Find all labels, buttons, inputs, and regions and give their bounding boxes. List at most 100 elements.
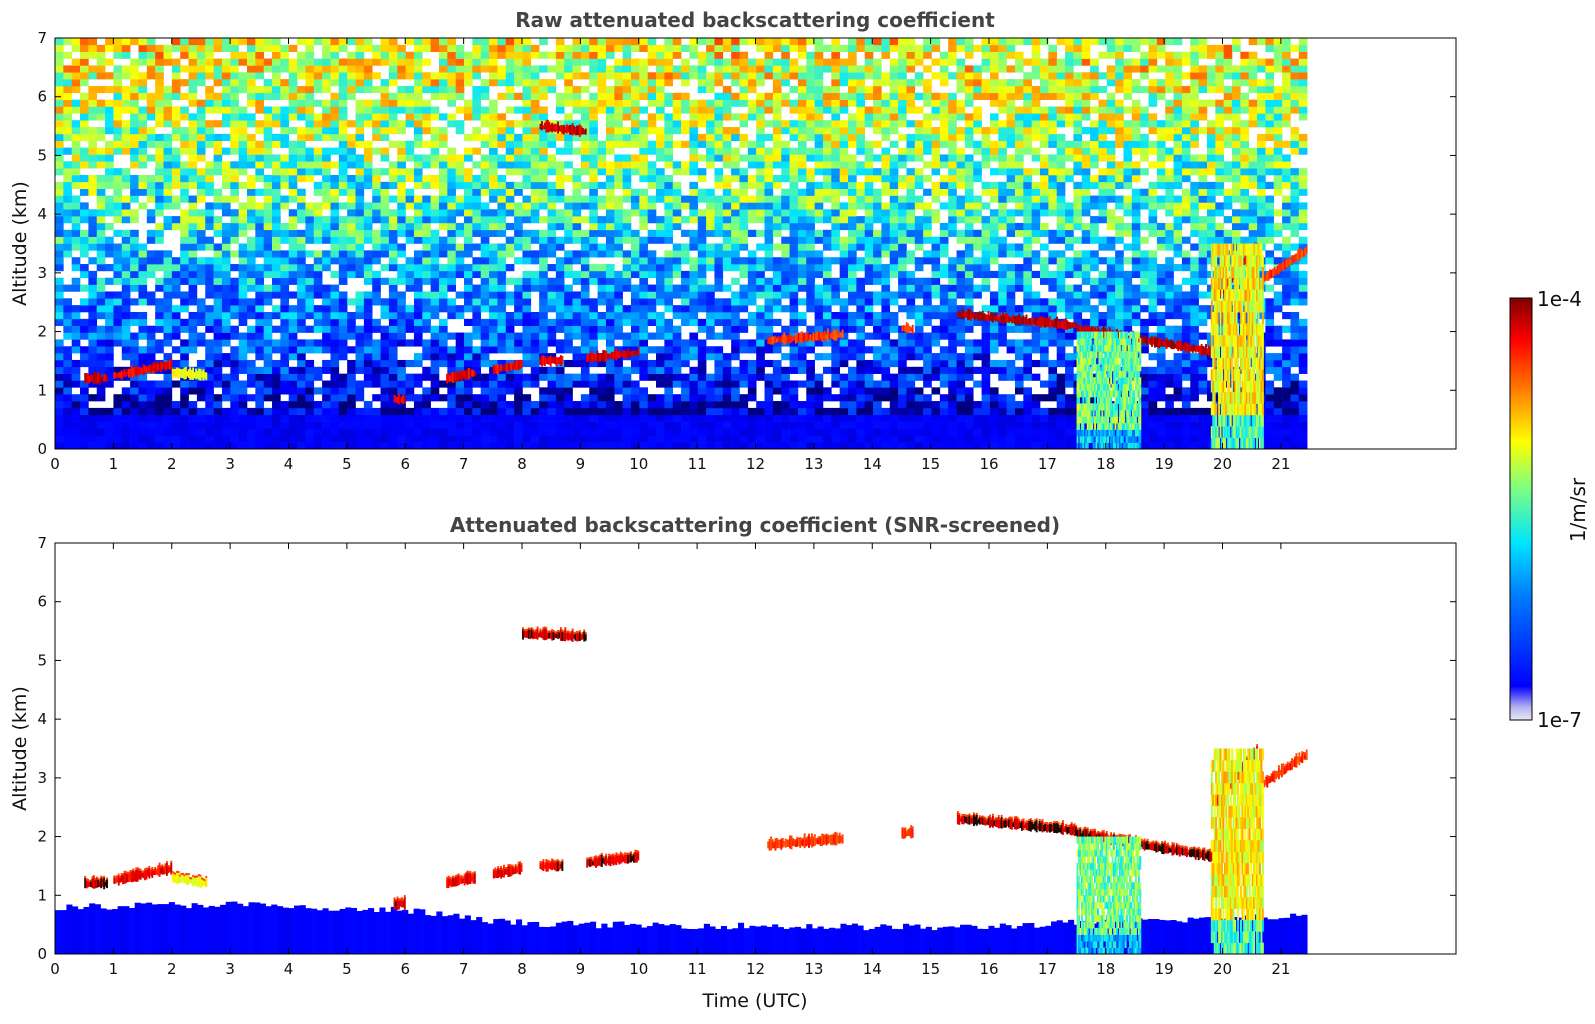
noise-cell bbox=[614, 435, 623, 443]
noise-cell bbox=[489, 127, 498, 135]
noise-cell bbox=[797, 264, 807, 272]
noise-cell bbox=[564, 202, 573, 210]
noise-cell bbox=[163, 99, 173, 107]
noise-cell bbox=[505, 312, 515, 320]
noise-cell bbox=[848, 127, 857, 135]
noise-cell bbox=[71, 175, 81, 183]
noise-cell bbox=[547, 325, 557, 333]
noise-cell bbox=[230, 65, 239, 73]
noise-cell bbox=[589, 216, 598, 224]
noise-cell bbox=[873, 421, 882, 429]
noise-cell bbox=[88, 284, 98, 292]
noise-cell bbox=[856, 394, 866, 402]
noise-cell bbox=[238, 51, 248, 59]
noise-cell bbox=[213, 147, 223, 155]
noise-cell bbox=[664, 318, 674, 326]
noise-cell bbox=[839, 140, 849, 148]
noise-cell bbox=[539, 305, 548, 313]
noise-cell bbox=[731, 209, 740, 217]
noise-cell bbox=[514, 222, 523, 231]
noise-cell bbox=[697, 442, 707, 449]
noise-cell bbox=[605, 277, 615, 285]
noise-cell bbox=[639, 202, 648, 210]
noise-cell bbox=[848, 442, 857, 449]
noise-cell bbox=[246, 312, 256, 320]
noise-cell bbox=[756, 229, 765, 237]
noise-cell bbox=[380, 325, 390, 333]
noise-cell bbox=[338, 120, 348, 128]
noise-cell bbox=[681, 387, 690, 395]
noise-cell bbox=[196, 428, 206, 436]
noise-cell bbox=[555, 106, 565, 114]
noise-cell bbox=[55, 394, 64, 402]
noise-cell bbox=[263, 58, 273, 66]
noise-cell bbox=[280, 332, 290, 340]
noise-cell bbox=[263, 113, 273, 121]
noise-cell bbox=[647, 168, 657, 176]
noise-cell bbox=[255, 92, 264, 100]
noise-cell bbox=[605, 407, 615, 416]
noise-cell bbox=[589, 421, 598, 429]
noise-cell bbox=[163, 414, 173, 422]
noise-cell bbox=[313, 79, 323, 87]
noise-cell bbox=[564, 332, 573, 340]
noise-cell bbox=[747, 99, 757, 107]
noise-cell bbox=[848, 325, 857, 333]
noise-cell bbox=[505, 58, 515, 66]
noise-cell bbox=[605, 318, 615, 326]
noise-cell bbox=[205, 72, 214, 80]
noise-cell bbox=[505, 435, 515, 443]
noise-cell bbox=[639, 346, 648, 354]
noise-cell bbox=[121, 339, 131, 347]
noise-cell bbox=[806, 421, 815, 429]
noise-cell bbox=[80, 106, 89, 114]
noise-cell bbox=[55, 154, 64, 162]
noise-cell bbox=[614, 85, 623, 94]
noise-cell bbox=[814, 236, 824, 244]
noise-cell bbox=[146, 325, 156, 333]
noise-cell bbox=[221, 79, 231, 87]
noise-cell bbox=[622, 188, 632, 196]
noise-cell bbox=[530, 72, 540, 80]
noise-cell bbox=[614, 325, 623, 333]
noise-cell bbox=[697, 421, 707, 429]
noise-cell bbox=[464, 270, 473, 279]
noise-cell bbox=[138, 380, 148, 388]
noise-cell bbox=[689, 284, 699, 292]
noise-cell bbox=[597, 291, 607, 299]
noise-cell bbox=[873, 277, 882, 285]
noise-cell bbox=[288, 442, 298, 449]
noise-cell bbox=[605, 72, 615, 80]
noise-cell bbox=[789, 154, 799, 162]
noise-cell bbox=[272, 359, 281, 368]
noise-cell bbox=[338, 318, 348, 326]
noise-cell bbox=[639, 442, 648, 449]
noise-cell bbox=[388, 92, 398, 100]
noise-cell bbox=[188, 236, 198, 244]
noise-cell bbox=[205, 284, 214, 292]
noise-cell bbox=[505, 85, 515, 94]
noise-cell bbox=[338, 72, 348, 80]
noise-cell bbox=[856, 353, 866, 361]
noise-cell bbox=[480, 407, 490, 416]
noise-cell bbox=[656, 346, 665, 354]
noise-cell bbox=[438, 85, 448, 94]
noise-cell bbox=[438, 209, 448, 217]
noise-cell bbox=[363, 181, 373, 189]
noise-cell bbox=[438, 250, 448, 258]
noise-cell bbox=[647, 250, 657, 258]
noise-cell bbox=[622, 407, 632, 416]
noise-cell bbox=[363, 79, 373, 87]
noise-cell bbox=[572, 414, 582, 422]
noise-cell bbox=[605, 250, 615, 258]
noise-cell bbox=[138, 79, 148, 87]
noise-cell bbox=[689, 133, 699, 142]
noise-cell bbox=[238, 312, 248, 320]
noise-cell bbox=[213, 92, 223, 100]
noise-cell bbox=[263, 236, 273, 244]
noise-cell bbox=[731, 236, 740, 244]
noise-cell bbox=[839, 407, 849, 416]
noise-cell bbox=[288, 353, 298, 361]
noise-cell bbox=[747, 202, 757, 210]
noise-cell bbox=[313, 407, 323, 416]
